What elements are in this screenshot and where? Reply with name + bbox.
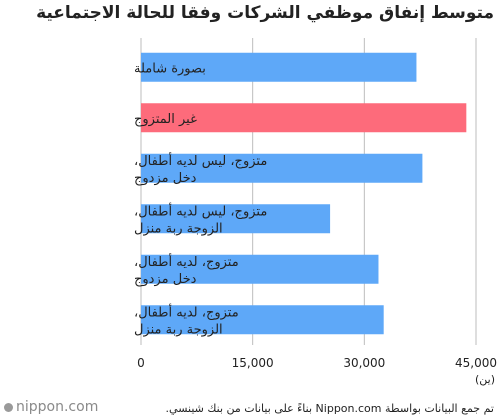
bar-4: [141, 254, 379, 284]
category-label-4-0: متزوج، لديه أطفال،: [134, 253, 239, 270]
category-label-3-1: الزوجة ربة منزل: [134, 221, 223, 236]
category-label-2-1: دخل مزدوج: [134, 171, 197, 186]
category-label-0-0: بصورة شاملة: [134, 61, 206, 76]
category-label-2-0: متزوج، ليس لديه أطفال،: [134, 152, 267, 169]
x-tick-label-1: 15,000: [232, 356, 274, 370]
bar-2: [141, 153, 423, 183]
logo-text: nippon.com: [16, 399, 99, 415]
x-axis-unit: (ين): [475, 373, 495, 386]
bar-1: [141, 103, 467, 133]
x-tick-label-3: 45,000: [455, 356, 497, 370]
bar-3: [141, 204, 331, 234]
bar-5: [141, 305, 384, 335]
category-label-4-1: دخل مزدوج: [134, 272, 197, 287]
bars: [141, 52, 467, 335]
category-label-3-0: متزوج، ليس لديه أطفال،: [134, 202, 267, 219]
source-note: تم جمع البيانات بواسطة Nippon.com بناءً …: [165, 402, 494, 415]
x-axis-ticks: 0 15,000 30,000 45,000 (ين): [137, 356, 497, 386]
category-label-5-1: الزوجة ربة منزل: [134, 322, 223, 337]
category-label-5-0: متزوج، لديه أطفال،: [134, 303, 239, 320]
logo-dot-icon: [4, 403, 13, 412]
bar-0: [141, 52, 417, 82]
grid-lines: [140, 38, 477, 345]
x-tick-label-2: 30,000: [343, 356, 385, 370]
category-label-1-0: غير المتزوج: [134, 112, 197, 127]
x-tick-label-0: 0: [137, 356, 145, 370]
chart-title: متوسط إنفاق موظفي الشركات وفقا للحالة ال…: [36, 3, 494, 23]
nippon-logo: nippon.com: [4, 399, 98, 415]
category-labels: بصورة شاملة غير المتزوج متزوج، ليس لديه أط…: [134, 61, 267, 337]
